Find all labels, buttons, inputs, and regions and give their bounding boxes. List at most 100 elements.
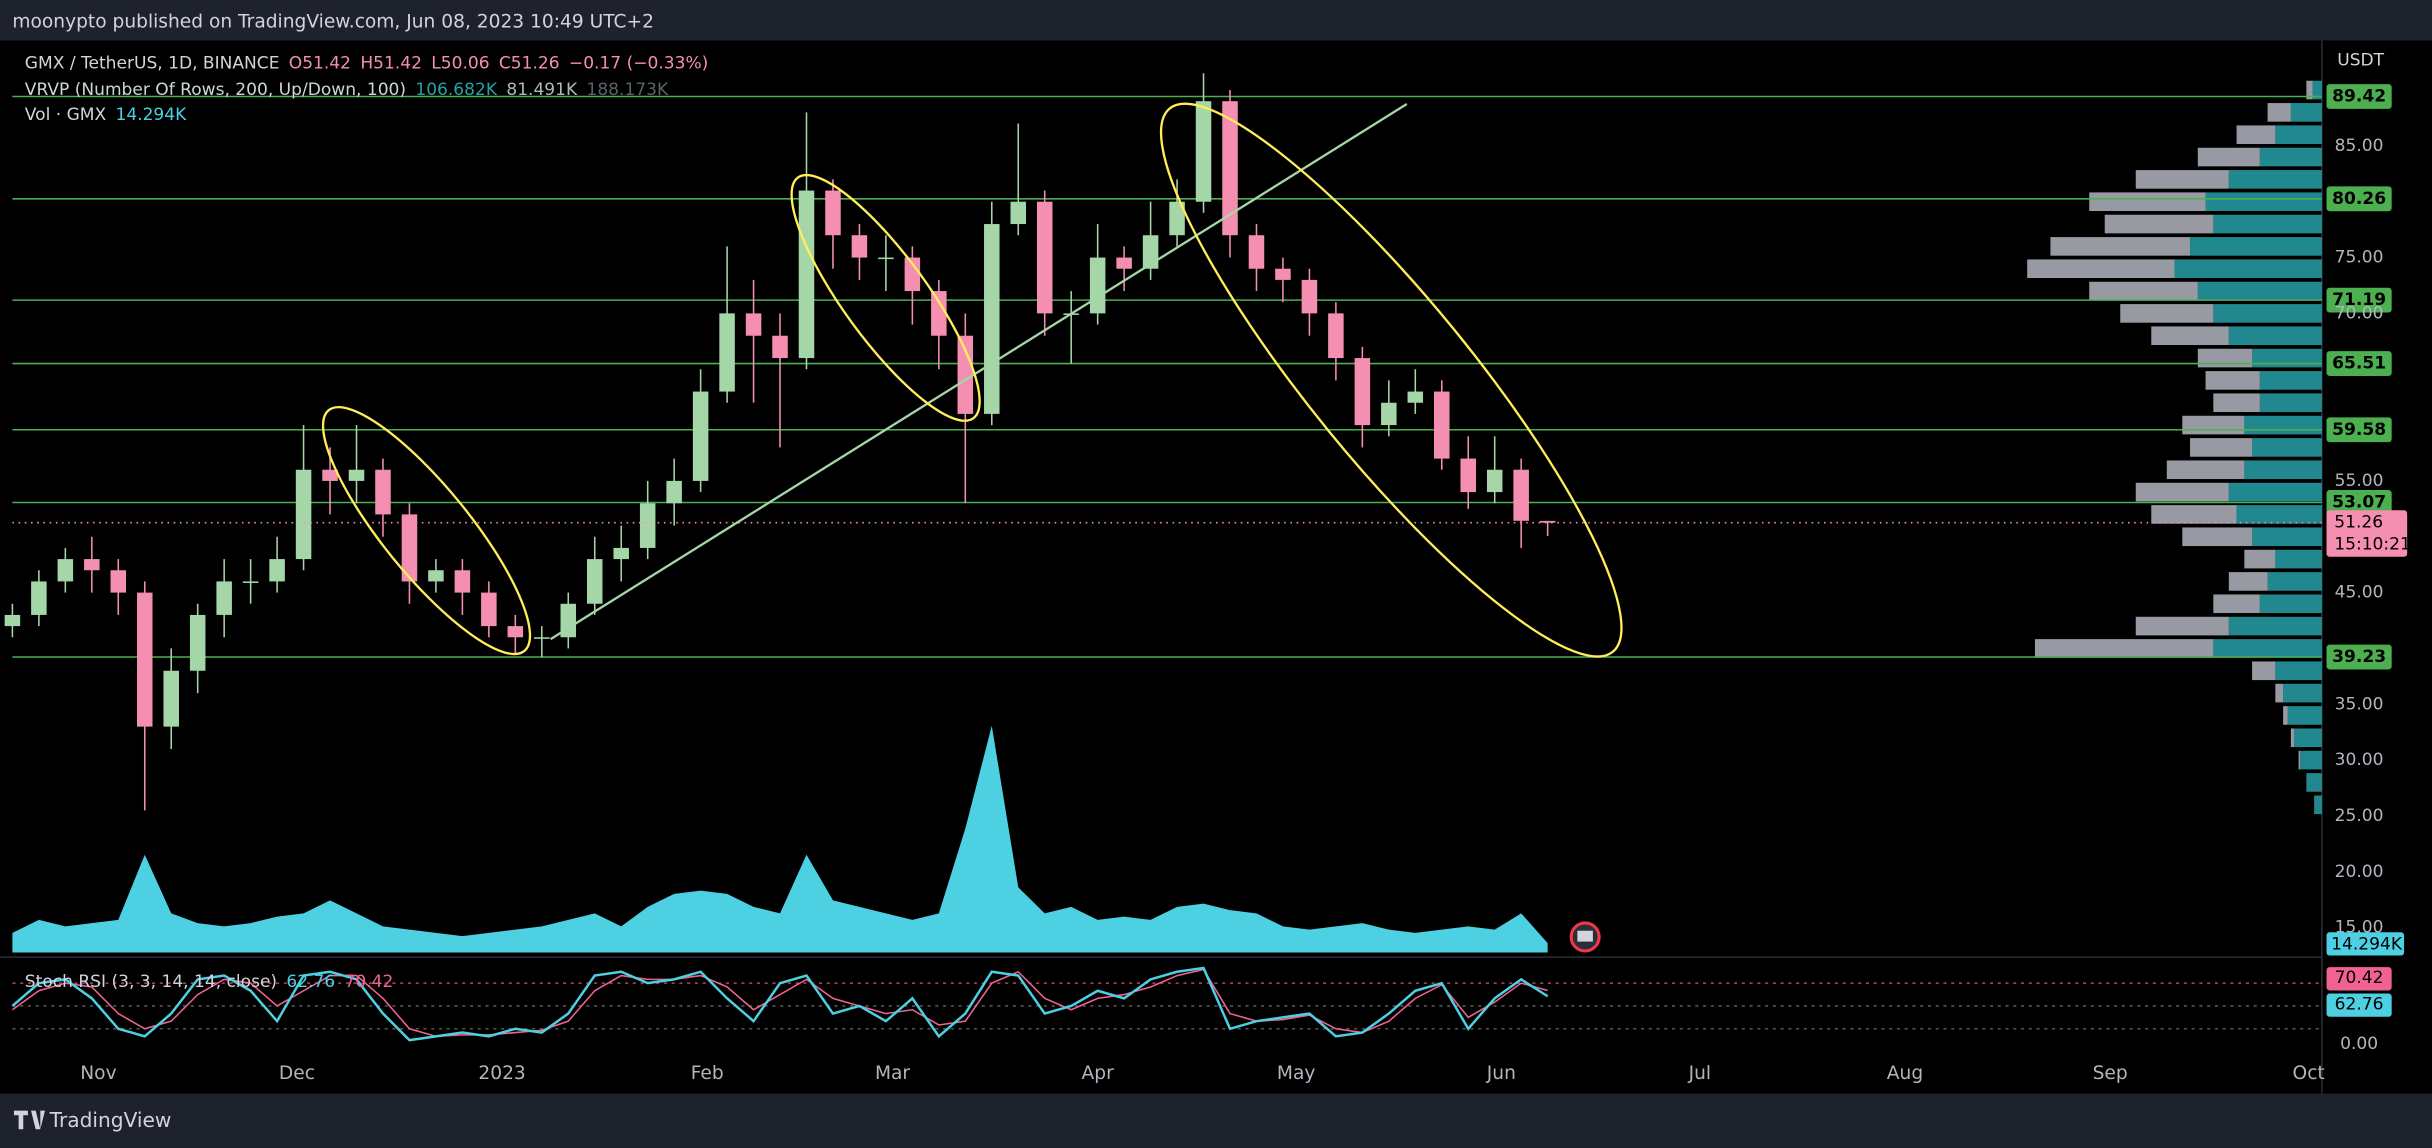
candle-body — [692, 391, 709, 481]
profile-up — [2312, 80, 2322, 100]
candle-body — [772, 335, 788, 359]
profile-up — [2244, 460, 2322, 480]
y-tick-label: 45.00 — [2335, 583, 2384, 603]
x-tick-label: Feb — [691, 1063, 724, 1084]
legend-symbol: GMX / TetherUS, 1D, BINANCE O51.42 H51.42 L… — [25, 54, 708, 74]
countdown: 15:10:21 — [2334, 534, 2411, 554]
candle-body — [1142, 235, 1159, 269]
last-price-label: 51.26 — [2334, 513, 2383, 533]
candle-body — [560, 603, 577, 638]
x-tick-label: Apr — [1082, 1063, 1115, 1084]
candle-body — [348, 469, 365, 481]
symbol: GMX / TetherUS, 1D, BINANCE — [25, 54, 280, 74]
profile-up — [2228, 170, 2322, 189]
volume-area — [12, 725, 1548, 953]
trendline — [549, 103, 1408, 641]
profile-up — [2259, 371, 2322, 390]
profile-up — [2236, 505, 2322, 524]
x-tick-label: Sep — [2093, 1063, 2128, 1084]
profile-up — [2228, 326, 2322, 346]
profile-down — [2089, 281, 2198, 301]
candle-body — [57, 559, 74, 582]
y-tick-label: 85.00 — [2335, 136, 2384, 156]
candle-body — [1407, 391, 1424, 403]
candle-body — [1116, 257, 1132, 269]
x-tick-label: Mar — [875, 1063, 910, 1084]
level-label: 71.19 — [2332, 290, 2386, 310]
profile-up — [2287, 706, 2322, 725]
level-label: 89.42 — [2332, 87, 2386, 107]
candle-body — [110, 570, 127, 593]
candle-body — [825, 190, 841, 236]
profile-up — [2283, 683, 2322, 703]
profile-down — [2283, 706, 2288, 725]
level-badge — [2326, 287, 2392, 313]
profile-down — [2151, 505, 2237, 524]
profile-down — [2182, 415, 2245, 435]
event-flag — [1577, 930, 1593, 942]
profile-down — [2290, 728, 2294, 748]
candle-body — [745, 313, 762, 336]
profile-up — [2205, 192, 2322, 212]
level-label: 59.58 — [2332, 420, 2386, 440]
level-badge — [2326, 417, 2392, 443]
level-label: 80.26 — [2332, 189, 2386, 209]
candle-body — [322, 469, 338, 481]
x-tick-label: Dec — [279, 1063, 315, 1084]
stoch-value: 62.76 — [286, 972, 335, 992]
profile-up — [2275, 125, 2322, 145]
profile-down — [2197, 147, 2260, 167]
profile-down — [2151, 326, 2229, 346]
vrvp-value: 188.173K — [586, 80, 668, 100]
candle-body — [534, 637, 550, 639]
ohlc: O51.42 — [289, 54, 351, 74]
profile-down — [2135, 616, 2229, 636]
ellipse — [1159, 102, 1623, 658]
profile-down — [2120, 304, 2214, 323]
profile-up — [2290, 103, 2322, 122]
candle-body — [4, 614, 21, 627]
profile-down — [2104, 214, 2214, 234]
profile-up — [2228, 482, 2322, 502]
volume-label: 14.294K — [2331, 935, 2403, 955]
y-tick-label: 25.00 — [2335, 806, 2384, 826]
level-badge — [2326, 84, 2392, 109]
level-label: 39.23 — [2332, 647, 2386, 667]
candle-body — [1381, 402, 1397, 426]
candle-body — [1434, 391, 1450, 459]
vrvp-value: 81.491K — [506, 80, 578, 100]
logo-icon — [13, 1110, 45, 1130]
profile-down — [2213, 393, 2260, 413]
x-tick-label: 2023 — [478, 1063, 525, 1084]
publisher: moonypto published on TradingView.com, J… — [12, 11, 654, 32]
profile-up — [2213, 214, 2322, 234]
stoch-value: 70.42 — [345, 972, 394, 992]
footer-brand: TradingView — [49, 1108, 172, 1132]
candle-body — [878, 257, 894, 260]
stoch-k — [11, 966, 1549, 1042]
profile-up — [2275, 549, 2322, 569]
stoch-tick-label: 0.00 — [2340, 1034, 2378, 1054]
profile-down — [2135, 482, 2229, 502]
profile-down — [2267, 103, 2291, 122]
profile-up — [2190, 237, 2322, 256]
profile-down — [2298, 750, 2301, 770]
candle-body — [163, 670, 179, 727]
profile-up — [2300, 750, 2322, 770]
flag-icon — [1569, 921, 1601, 953]
profile-up — [2267, 572, 2322, 591]
profile-up — [2252, 527, 2322, 547]
profile-down — [2027, 259, 2175, 279]
profile-down — [2089, 192, 2206, 212]
stoch-d-badge — [2326, 967, 2392, 991]
candle-body — [931, 291, 947, 336]
level-label: 65.51 — [2332, 354, 2386, 374]
ellipse — [790, 173, 981, 422]
level-badge — [2326, 490, 2392, 515]
candle-body — [84, 559, 100, 571]
profile-down — [2252, 661, 2276, 681]
y-tick-label: 20.00 — [2335, 862, 2384, 882]
level-badge — [2326, 186, 2392, 212]
currency: USDT — [2337, 51, 2384, 71]
